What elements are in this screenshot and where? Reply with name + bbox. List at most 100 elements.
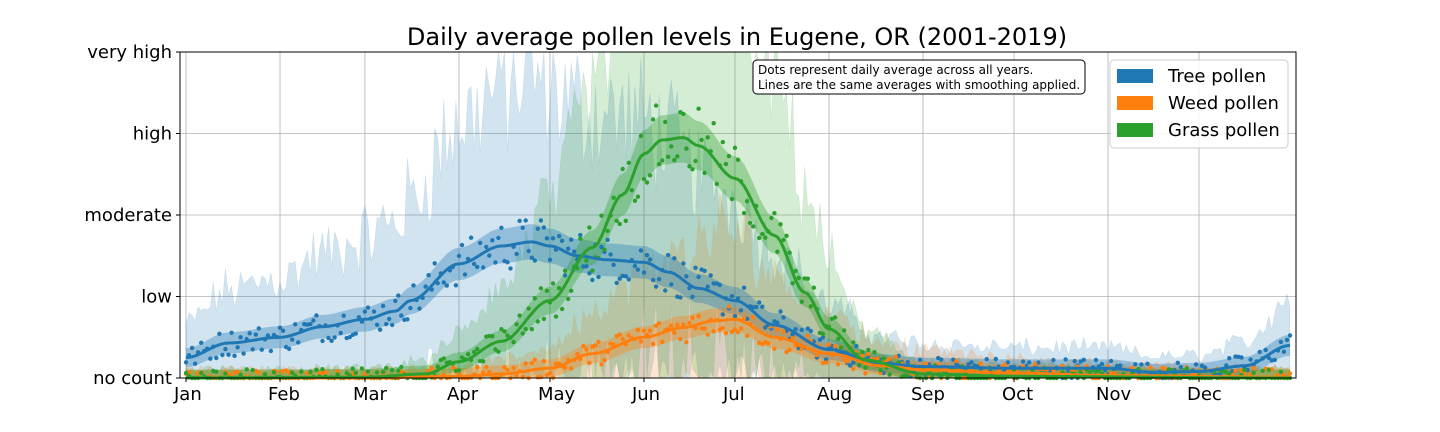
daily-dot (747, 220, 753, 226)
daily-dot (644, 180, 650, 185)
daily-dot (256, 370, 261, 375)
daily-dot (823, 357, 829, 362)
daily-dot (596, 274, 601, 280)
daily-dot (514, 251, 519, 257)
daily-dot (547, 370, 553, 376)
daily-dot (311, 318, 316, 323)
daily-dot (575, 352, 580, 357)
daily-dot (647, 173, 653, 178)
daily-dot (183, 360, 189, 365)
daily-dot (726, 153, 732, 159)
daily-dot (732, 145, 738, 150)
daily-dot (323, 370, 328, 375)
daily-dot (562, 365, 568, 370)
y-tick-label: very high (87, 42, 172, 63)
daily-dot (851, 340, 856, 345)
daily-dot (626, 333, 631, 338)
daily-dot (775, 249, 780, 254)
legend-swatch (1117, 69, 1153, 83)
daily-dot (293, 322, 298, 327)
daily-dot (696, 314, 701, 319)
daily-dot (1272, 357, 1278, 363)
daily-dot (632, 263, 638, 269)
daily-dot (587, 225, 592, 230)
annotation-line: Lines are the same averages with smoothi… (758, 78, 1080, 92)
daily-dot (359, 366, 365, 371)
daily-dot (544, 288, 550, 293)
daily-dot (845, 359, 850, 364)
daily-dot (465, 352, 471, 357)
daily-dot (453, 283, 459, 288)
daily-dot (247, 331, 252, 336)
daily-dot (362, 372, 368, 377)
daily-dot (672, 330, 677, 335)
daily-dot (641, 328, 647, 333)
daily-dot (411, 283, 416, 288)
daily-dot (717, 282, 722, 288)
daily-dot (820, 335, 826, 340)
daily-dot (459, 242, 465, 248)
annotation-frame (752, 59, 1086, 95)
daily-dot (635, 327, 641, 333)
daily-dot (617, 276, 622, 281)
daily-dot (456, 368, 462, 373)
daily-dot (687, 164, 692, 169)
daily-dot (751, 224, 756, 229)
daily-dot (760, 304, 765, 309)
daily-dot (214, 355, 219, 361)
daily-dot (578, 232, 583, 238)
daily-dot (584, 258, 589, 263)
daily-dot (641, 176, 647, 182)
daily-dot (581, 343, 586, 349)
daily-dot (787, 347, 792, 352)
daily-dot (881, 356, 886, 361)
daily-dot (1227, 356, 1232, 361)
daily-dot (666, 252, 671, 258)
daily-dot (329, 338, 334, 343)
daily-dot (362, 309, 368, 314)
x-tick-label: Mar (353, 384, 388, 405)
daily-dot (426, 273, 431, 278)
daily-dot (1175, 360, 1181, 365)
daily-dot (860, 353, 865, 358)
series-line-grass-pollen (186, 136, 1290, 380)
legend-frame (1109, 59, 1289, 149)
daily-dot (553, 314, 559, 319)
daily-dot (741, 285, 747, 290)
daily-dot (396, 293, 401, 298)
daily-dot (650, 341, 656, 347)
daily-dot (681, 261, 686, 266)
daily-dot (183, 370, 189, 376)
daily-dot (511, 365, 516, 371)
daily-dot (487, 253, 492, 258)
daily-dot (584, 264, 589, 269)
daily-dot (620, 166, 625, 172)
daily-dot (772, 346, 777, 351)
daily-dot (620, 336, 625, 342)
daily-dot (690, 315, 695, 320)
daily-dot (638, 248, 644, 253)
daily-dot (729, 196, 735, 202)
daily-dot (799, 299, 804, 304)
daily-dot (741, 210, 747, 216)
daily-dot (696, 106, 701, 111)
daily-dot (578, 236, 583, 241)
daily-dot (799, 346, 804, 352)
daily-dot (878, 368, 883, 373)
daily-dot (587, 360, 592, 366)
daily-dot (280, 328, 286, 333)
daily-dot (490, 238, 495, 243)
daily-dot (663, 288, 668, 293)
daily-dot (468, 235, 474, 240)
daily-dot (623, 274, 628, 279)
daily-dot (405, 317, 410, 322)
daily-dot (656, 162, 662, 167)
daily-dot (259, 347, 264, 352)
daily-dot (353, 370, 358, 375)
daily-dot (781, 329, 786, 334)
daily-dot (887, 356, 892, 361)
daily-dot (626, 160, 631, 165)
daily-dot (390, 322, 395, 328)
daily-dot (863, 371, 868, 376)
daily-dot (384, 365, 389, 371)
